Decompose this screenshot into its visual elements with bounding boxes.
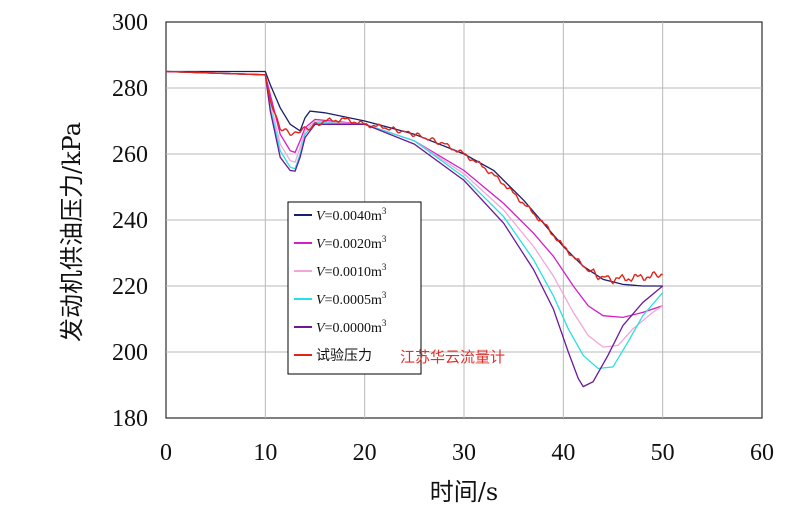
series-line-3 [165,70,664,370]
y-tick-label-1: 200 [112,340,148,366]
x-tick-label-4: 40 [551,440,575,466]
legend-label-2: V=0.0010m3 [316,262,387,280]
y-tick-label-5: 280 [112,76,148,102]
x-tick-label-1: 10 [253,440,277,466]
tick-labels: 0 10 20 30 40 50 60 180 200 220 240 260 280 300 [112,10,774,466]
y-tick-label-6: 300 [112,10,148,36]
y-tick-label-4: 260 [112,142,148,168]
y-tick-label-2: 220 [112,274,148,300]
legend-label-1: V=0.0020m3 [316,234,387,252]
legend: V=0.0040m3 V=0.0020m3 V=0.0010m3 V=0.0005m3… [287,201,422,375]
x-axis-title: 时间/s [430,478,498,506]
series-line-5 [166,70,663,285]
y-tick-label-0: 180 [112,406,148,432]
x-tick-label-5: 50 [651,440,675,466]
series-group [165,70,664,388]
x-tick-label-0: 0 [160,440,172,466]
legend-label-0: V=0.0040m3 [316,206,387,224]
legend-box [287,201,422,375]
legend-label-3: V=0.0005m3 [316,290,387,308]
watermark-text: 江苏华云流量计 [400,348,505,366]
series-line-2 [165,70,664,348]
legend-label-4: V=0.0000m3 [316,318,387,336]
y-axis-title: 发动机供油压力/kPa [58,122,86,342]
series-line-4 [165,70,664,388]
y-tick-label-3: 240 [112,208,148,234]
x-tick-label-2: 20 [353,440,377,466]
x-tick-label-3: 30 [452,440,476,466]
legend-label-5: 试验压力 [316,348,372,364]
x-tick-label-6: 60 [750,440,774,466]
